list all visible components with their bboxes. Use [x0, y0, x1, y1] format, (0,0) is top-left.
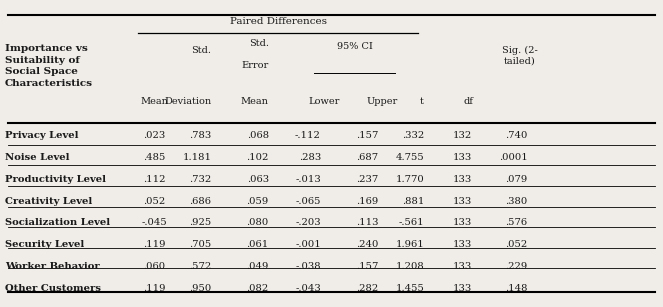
Text: 1.208: 1.208: [396, 262, 424, 271]
Text: .060: .060: [143, 262, 166, 271]
Text: -.561: -.561: [399, 219, 424, 227]
Text: 133: 133: [453, 262, 472, 271]
Text: Importance vs
Suitability of
Social Space
Characteristics: Importance vs Suitability of Social Spac…: [5, 44, 93, 88]
Text: 133: 133: [453, 196, 472, 206]
Text: -.013: -.013: [295, 175, 321, 184]
Text: .052: .052: [143, 196, 166, 206]
Text: .881: .881: [402, 196, 424, 206]
Text: .157: .157: [356, 131, 379, 140]
Text: .113: .113: [356, 219, 379, 227]
Text: .063: .063: [247, 175, 269, 184]
Text: 1.770: 1.770: [396, 175, 424, 184]
Text: Sig. (2-
tailed): Sig. (2- tailed): [502, 45, 538, 66]
Text: 1.961: 1.961: [396, 240, 424, 249]
Text: .023: .023: [143, 131, 166, 140]
Text: .068: .068: [247, 131, 269, 140]
Text: .119: .119: [143, 284, 166, 293]
Text: .102: .102: [247, 153, 269, 162]
Text: Other Customers: Other Customers: [5, 284, 101, 293]
Text: 133: 133: [453, 175, 472, 184]
Text: -.045: -.045: [142, 219, 168, 227]
Text: .686: .686: [190, 196, 211, 206]
Text: .240: .240: [356, 240, 379, 249]
Text: .169: .169: [356, 196, 379, 206]
Text: .148: .148: [505, 284, 528, 293]
Text: .061: .061: [247, 240, 269, 249]
Text: Mean: Mean: [241, 97, 269, 106]
Text: .485: .485: [143, 153, 166, 162]
Text: 132: 132: [453, 131, 472, 140]
Text: Mean: Mean: [141, 97, 168, 106]
Text: .082: .082: [247, 284, 269, 293]
Text: .237: .237: [356, 175, 379, 184]
Text: .783: .783: [189, 131, 211, 140]
Text: .576: .576: [505, 219, 528, 227]
Text: .112: .112: [143, 175, 166, 184]
Text: Productivity Level: Productivity Level: [5, 175, 106, 184]
Text: .380: .380: [505, 196, 528, 206]
Text: Worker Behavior: Worker Behavior: [5, 262, 100, 271]
Text: .049: .049: [247, 262, 269, 271]
Text: .925: .925: [189, 219, 211, 227]
Text: Privacy Level: Privacy Level: [5, 131, 79, 140]
Text: -.112: -.112: [295, 131, 321, 140]
Text: .157: .157: [356, 262, 379, 271]
Text: Std.: Std.: [192, 45, 211, 55]
Text: Security Level: Security Level: [5, 240, 85, 249]
Text: .732: .732: [189, 175, 211, 184]
Text: Lower: Lower: [308, 97, 340, 106]
Text: -.043: -.043: [295, 284, 321, 293]
Text: t: t: [420, 97, 423, 106]
Text: .079: .079: [505, 175, 528, 184]
Text: Std.: Std.: [249, 39, 269, 49]
Text: .119: .119: [143, 240, 166, 249]
Text: Upper: Upper: [366, 97, 397, 106]
Text: 133: 133: [453, 240, 472, 249]
Text: .740: .740: [505, 131, 528, 140]
Text: 95% CI: 95% CI: [337, 42, 373, 52]
Text: -.001: -.001: [295, 240, 321, 249]
Text: .229: .229: [505, 262, 528, 271]
Text: 1.181: 1.181: [182, 153, 211, 162]
Text: Creativity Level: Creativity Level: [5, 196, 93, 206]
Text: .059: .059: [247, 196, 269, 206]
Text: df: df: [464, 97, 474, 106]
Text: .572: .572: [189, 262, 211, 271]
Text: Deviation: Deviation: [164, 97, 211, 106]
Text: .705: .705: [189, 240, 211, 249]
Text: Noise Level: Noise Level: [5, 153, 70, 162]
Text: 4.755: 4.755: [396, 153, 424, 162]
Text: 133: 133: [453, 284, 472, 293]
Text: .0001: .0001: [499, 153, 528, 162]
Text: Paired Differences: Paired Differences: [229, 17, 326, 26]
Text: -.038: -.038: [295, 262, 321, 271]
Text: .080: .080: [247, 219, 269, 227]
Text: -.203: -.203: [295, 219, 321, 227]
Text: .052: .052: [505, 240, 528, 249]
Text: -.065: -.065: [296, 196, 321, 206]
Text: .332: .332: [402, 131, 424, 140]
Text: .950: .950: [189, 284, 211, 293]
Text: .283: .283: [299, 153, 321, 162]
Text: .687: .687: [356, 153, 379, 162]
Text: Error: Error: [241, 61, 269, 70]
Text: Socialization Level: Socialization Level: [5, 219, 111, 227]
Text: .282: .282: [356, 284, 379, 293]
Text: 1.455: 1.455: [396, 284, 424, 293]
Text: 133: 133: [453, 219, 472, 227]
Text: 133: 133: [453, 153, 472, 162]
